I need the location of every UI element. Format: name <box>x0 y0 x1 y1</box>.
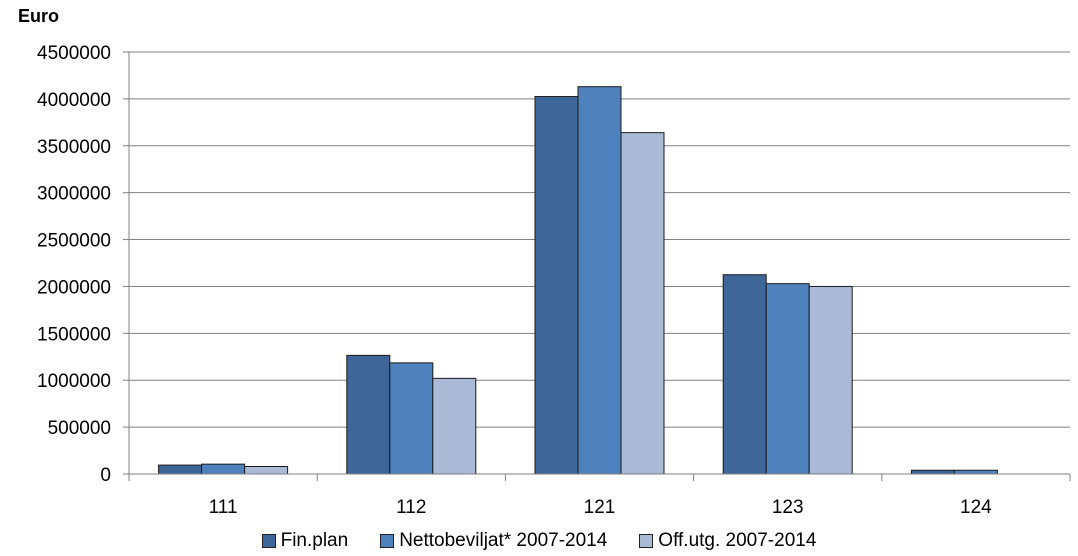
y-tick-label: 1500000 <box>37 324 111 345</box>
legend-swatch <box>639 534 654 548</box>
y-tick-label: 3500000 <box>37 137 111 158</box>
bars <box>158 86 998 475</box>
bar <box>910 469 955 475</box>
bar-chart: 0 500000 1000000 1500000 2000000 2500000 30000… <box>37 43 1071 518</box>
x-tick-label: 124 <box>960 497 992 518</box>
x-tick-label: 121 <box>584 497 616 518</box>
y-tick-label: 4500000 <box>37 43 111 64</box>
bar <box>953 469 998 475</box>
legend-swatch <box>380 534 395 548</box>
legend-entry: Nettobeviljat* 2007-2014 <box>380 530 607 552</box>
bar <box>534 96 579 475</box>
bar <box>808 285 853 475</box>
bar <box>346 354 391 475</box>
x-tick-label: 112 <box>396 497 426 518</box>
bar <box>432 377 477 475</box>
bar <box>765 283 810 475</box>
x-tick-label: 123 <box>772 497 804 518</box>
legend-entry: Fin.plan <box>261 530 349 552</box>
bar <box>389 362 434 475</box>
bar <box>577 86 622 475</box>
legend-swatch <box>261 534 276 548</box>
bar <box>620 132 665 475</box>
bar <box>158 464 203 475</box>
y-tick-label: 3000000 <box>37 184 111 205</box>
y-tick-label: 500000 <box>48 418 111 439</box>
x-tick-labels: 111 112 121 123 124 <box>209 497 993 518</box>
x-tick-label: 111 <box>209 497 238 518</box>
axes <box>123 51 1071 481</box>
y-tick-label: 2500000 <box>37 231 111 252</box>
y-tick-label: 2000000 <box>37 277 111 298</box>
legend: Fin.plan Nettobeviljat* 2007-2014 Off.utg.… <box>0 528 1078 554</box>
legend-entry: Off.utg. 2007-2014 <box>639 530 816 552</box>
y-axis-title: Euro <box>18 6 60 26</box>
bar <box>244 465 289 475</box>
bar <box>201 463 246 475</box>
bar <box>722 274 767 475</box>
legend-label: Off.utg. 2007-2014 <box>658 530 817 551</box>
y-tick-labels: 0 500000 1000000 1500000 2000000 2500000 30000… <box>37 43 111 486</box>
y-tick-label: 1000000 <box>37 371 111 392</box>
y-tick-label: 4000000 <box>37 90 111 111</box>
legend-label: Nettobeviljat* 2007-2014 <box>399 530 608 551</box>
y-tick-label: 0 <box>100 465 111 486</box>
legend-label: Fin.plan <box>280 530 349 551</box>
